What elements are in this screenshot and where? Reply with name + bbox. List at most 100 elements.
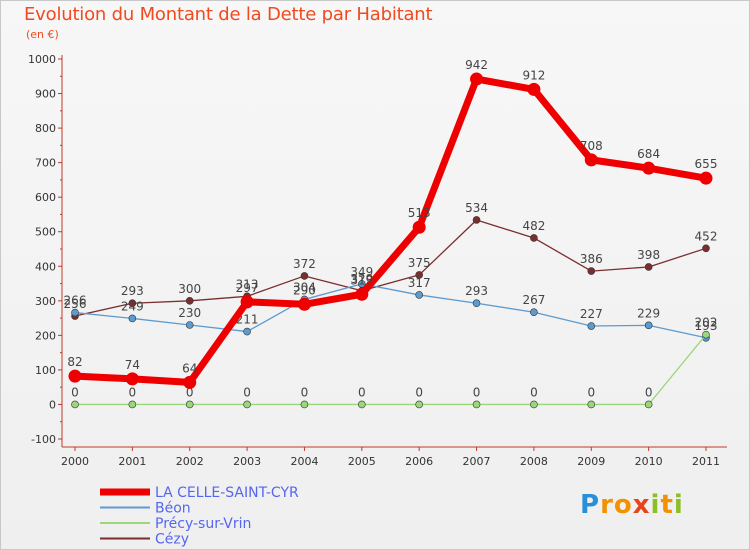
x-tick-label: 2010 [635,455,663,468]
data-point [587,400,596,409]
data-point [530,400,538,409]
data-point [472,400,481,409]
data-label: 230 [178,306,201,320]
chart-subtitle: (en €) [26,28,59,41]
data-label: 82 [67,355,82,369]
data-point [472,216,481,224]
data-label: 64 [182,361,197,375]
x-tick-label: 2008 [520,455,548,468]
data-point [128,400,137,409]
data-point [415,271,423,279]
data-point [185,321,194,329]
legend-label: Béon [155,501,191,517]
data-point [68,369,82,383]
data-point [415,400,423,409]
data-point [240,295,254,309]
data-label: 0 [645,385,653,399]
data-label: 74 [125,358,140,372]
data-label: 0 [243,385,251,399]
data-label: 655 [695,157,718,171]
data-label: 912 [522,68,545,82]
logo-letter: i [673,490,684,520]
data-label: 202 [695,316,718,330]
data-point [185,297,194,305]
data-label: 290 [293,283,316,297]
data-point [530,308,538,317]
data-label: 313 [236,277,259,291]
data-label: 708 [580,139,603,153]
logo-letter: x [632,490,651,520]
data-point [300,272,309,280]
data-point [644,263,653,271]
data-point [355,287,369,301]
data-label: 267 [522,293,545,307]
x-tick-label: 2009 [577,455,605,468]
data-point [702,330,710,339]
data-point [644,400,653,409]
data-point [125,372,139,386]
data-label: 317 [408,276,431,290]
data-point [185,400,194,409]
logo-letter: P [580,490,601,520]
logo-letter: t [660,490,674,520]
data-point [702,244,710,253]
x-tick-label: 2003 [233,455,261,468]
data-point [183,375,197,389]
data-label: 386 [580,252,603,266]
data-label: 398 [637,248,660,262]
series-line [71,75,710,386]
data-point [128,299,137,308]
data-point [128,314,137,323]
data-label: 452 [695,229,718,243]
data-point [243,327,251,336]
y-tick-label: 300 [35,295,56,308]
data-point [699,171,713,185]
data-label: 300 [178,282,201,296]
data-point [71,400,79,409]
series-line [74,334,707,406]
data-label: 293 [465,284,488,298]
y-tick-label: 400 [35,260,56,273]
data-label: 227 [580,307,603,321]
data-label: 304 [293,280,316,294]
logo-letter: o [613,490,633,520]
y-tick-label: 700 [35,157,56,170]
proxiti-logo: Proxiti [580,490,684,520]
legend-label: Précy-sur-Vrin [155,516,251,532]
data-point [472,299,481,308]
data-point [642,161,656,175]
data-label: 684 [637,147,660,161]
data-label: 256 [64,297,87,311]
y-tick-label: 600 [35,191,56,204]
data-point [300,400,309,409]
data-label: 0 [186,385,194,399]
data-point [71,308,79,317]
data-point [470,72,484,86]
data-label: 249 [121,299,144,313]
logo-letter: i [650,490,661,520]
data-label: 375 [408,256,431,270]
data-label: 0 [129,385,137,399]
y-tick-label: 800 [35,122,56,135]
data-point [243,400,251,409]
series-line [74,283,707,339]
data-label: 0 [473,385,481,399]
x-tick-label: 2004 [290,455,318,468]
x-tick-label: 2011 [692,455,720,468]
data-point [587,322,596,330]
data-label: 0 [530,385,538,399]
legend-label: LA CELLE-SAINT-CYR [155,485,299,501]
data-label: 349 [350,265,373,279]
data-point [584,153,598,167]
y-tick-label: -100 [31,433,56,446]
data-label: 534 [465,201,488,215]
y-tick-label: 100 [35,364,56,377]
data-label: 372 [293,257,316,271]
data-point [412,220,426,234]
data-label: 942 [465,58,488,72]
data-label: 482 [522,219,545,233]
y-tick-label: 200 [35,329,56,342]
data-label: 513 [408,206,431,220]
data-point [358,400,366,409]
y-tick-label: 900 [35,88,56,101]
